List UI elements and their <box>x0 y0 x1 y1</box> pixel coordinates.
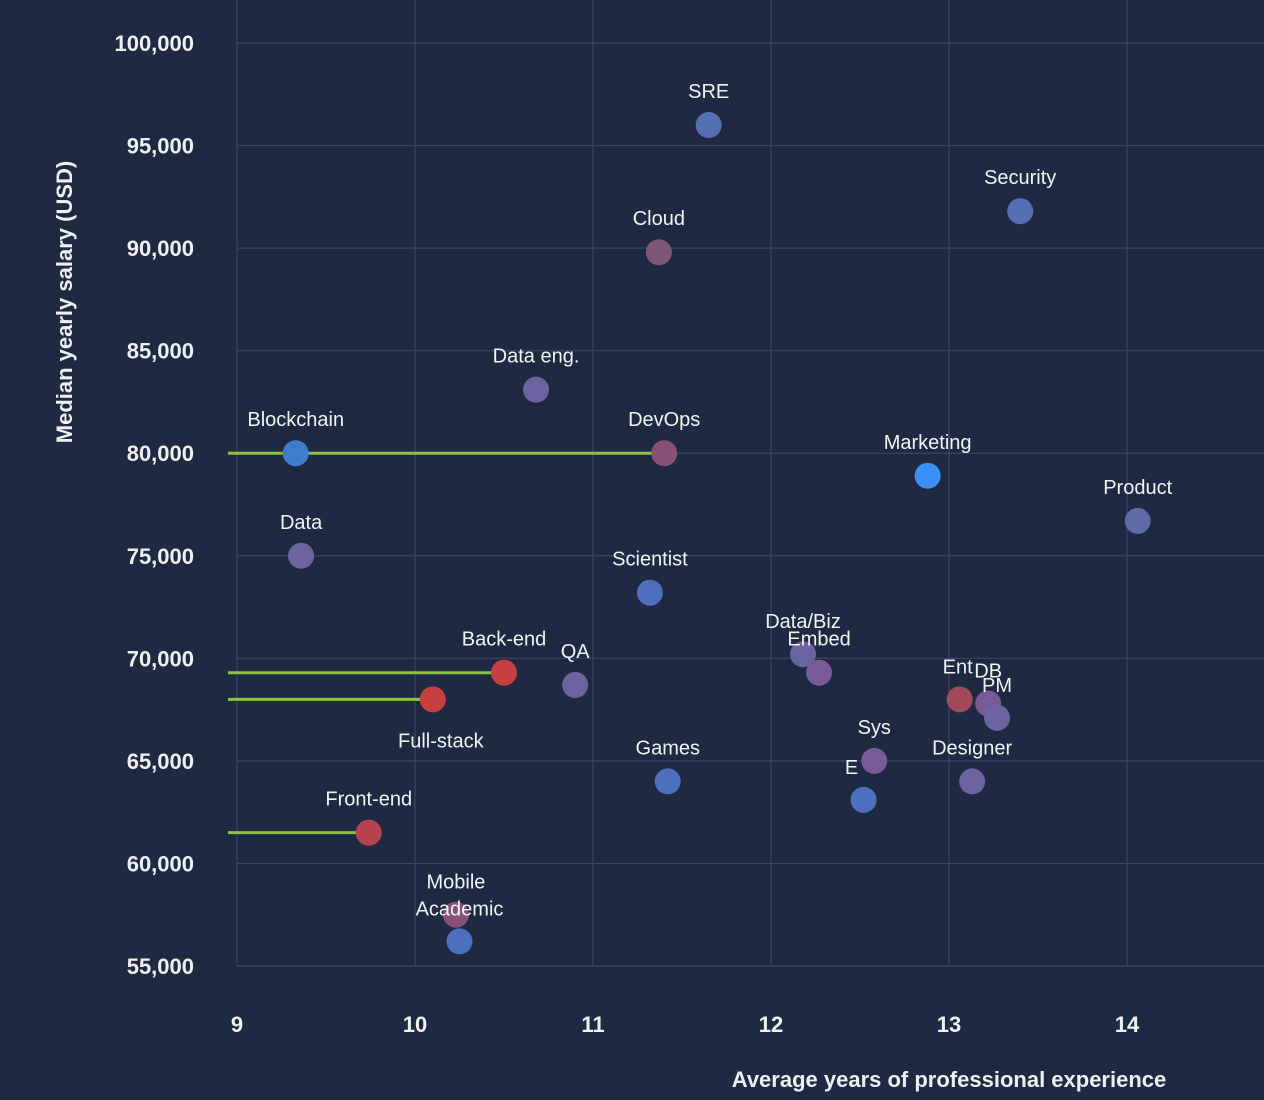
point-label: Cloud <box>633 208 685 230</box>
y-tick-label: 85,000 <box>127 339 194 364</box>
point-label: Sys <box>858 717 891 739</box>
point-label: Games <box>636 737 700 759</box>
point-label: Security <box>984 167 1056 189</box>
point-labels: SRE Security Cloud Data eng. Blockchain DevOp… <box>247 81 1172 920</box>
y-tick-label: 75,000 <box>127 544 194 569</box>
data-point <box>651 440 678 467</box>
point-label: Full-stack <box>398 730 485 752</box>
data-points <box>282 112 1151 955</box>
point-label: Scientist <box>612 549 688 571</box>
point-label: SRE <box>688 81 729 103</box>
point-label: DevOps <box>628 409 700 431</box>
point-label: Product <box>1103 477 1172 499</box>
reference-lines <box>228 451 665 835</box>
data-point <box>355 819 382 846</box>
data-point <box>523 376 550 403</box>
point-label: Ent <box>943 656 973 678</box>
y-tick-label: 60,000 <box>127 851 194 876</box>
y-axis-ticks: 55,000 60,000 65,000 70,000 75,000 80,000 85,0… <box>114 31 194 979</box>
data-point <box>636 579 663 606</box>
data-point <box>645 239 672 266</box>
point-label: Designer <box>932 737 1012 759</box>
data-point <box>288 542 315 569</box>
point-label: Data/Biz <box>765 611 841 633</box>
data-point <box>695 112 722 139</box>
y-tick-label: 70,000 <box>127 646 194 671</box>
data-point <box>282 440 309 467</box>
data-point <box>1124 507 1151 534</box>
point-label: Embed <box>787 629 850 651</box>
data-point <box>946 686 973 713</box>
point-label: Marketing <box>884 432 972 454</box>
data-point <box>806 659 833 686</box>
x-tick-label: 13 <box>937 1012 961 1037</box>
point-label: PM <box>982 675 1012 697</box>
data-point <box>914 462 941 489</box>
x-axis-ticks: 9 10 11 12 13 14 <box>231 1012 1140 1037</box>
x-tick-label: 11 <box>581 1012 604 1037</box>
point-label: E <box>845 757 858 779</box>
y-tick-label: 90,000 <box>127 236 194 261</box>
point-label: QA <box>561 641 591 663</box>
data-point <box>959 768 986 795</box>
y-tick-label: 95,000 <box>127 134 194 159</box>
y-tick-label: 65,000 <box>127 749 194 774</box>
data-point <box>442 901 469 928</box>
point-label: Mobile <box>426 872 485 894</box>
point-label: DB <box>974 660 1002 682</box>
point-label: Academic <box>416 898 504 920</box>
x-tick-label: 10 <box>403 1012 427 1037</box>
point-label: Blockchain <box>247 409 344 431</box>
x-tick-label: 14 <box>1115 1012 1140 1037</box>
data-point <box>446 928 473 955</box>
y-tick-label: 55,000 <box>127 954 194 979</box>
y-tick-label: 80,000 <box>127 441 194 466</box>
point-label: Data eng. <box>493 346 580 368</box>
data-point <box>984 704 1011 731</box>
data-point <box>654 768 681 795</box>
y-tick-label: 100,000 <box>114 31 194 56</box>
x-tick-label: 9 <box>231 1012 243 1037</box>
data-point <box>1007 198 1034 225</box>
data-point <box>562 671 589 698</box>
data-point <box>790 641 817 668</box>
x-axis-title: Average years of professional experience <box>732 1067 1167 1092</box>
y-axis-title: Median yearly salary (USD) <box>52 161 77 443</box>
data-point <box>491 659 517 686</box>
point-label: Back-end <box>462 629 547 651</box>
x-tick-label: 12 <box>759 1012 783 1037</box>
data-point <box>861 747 888 774</box>
point-label: Front-end <box>325 789 412 811</box>
data-point <box>850 786 877 813</box>
data-point <box>419 686 446 713</box>
point-label: Data <box>280 512 323 534</box>
